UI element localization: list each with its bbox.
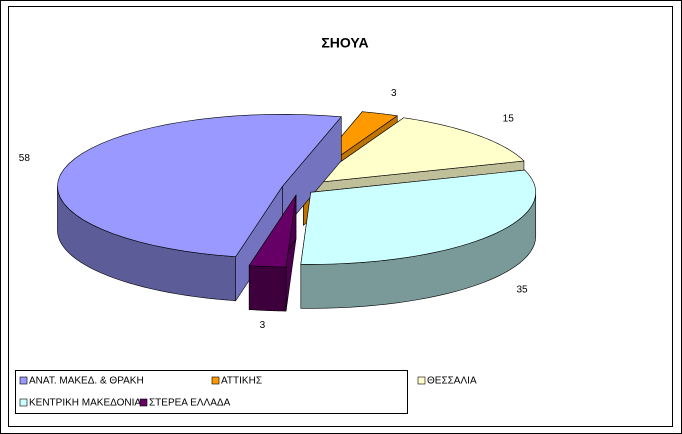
pie-slice: [308, 117, 525, 184]
legend-swatch: [139, 398, 148, 407]
legend-swatch: [417, 376, 426, 385]
legend-label: ΑΝΑΤ. ΜΑΚΕΔ. & ΘΡΑΚΗ: [29, 376, 144, 387]
data-label: 3: [260, 320, 266, 331]
legend-swatch: [211, 376, 220, 385]
legend-label: ΚΕΝΤΡΙΚΗ ΜΑΚΕΔΟΝΙΑ: [29, 398, 141, 409]
pie-slice: [57, 114, 342, 258]
pie-slice-side: [248, 265, 287, 312]
legend-label: ΘΕΣΣΑΛΙΑ: [427, 376, 477, 387]
data-label: 15: [503, 113, 515, 124]
chart-title: ΣΗΟΥΑ: [321, 35, 368, 51]
data-label: 35: [516, 284, 528, 295]
legend-swatch: [19, 398, 28, 407]
legend: [15, 370, 408, 414]
legend-label: ΑΤΤΙΚΗΣ: [221, 376, 262, 387]
pie-slice: [300, 169, 536, 265]
pie: 3 15 58 35 3: [19, 88, 537, 331]
legend-swatch: [19, 376, 28, 385]
data-label: 58: [19, 153, 31, 164]
data-label: 3: [391, 88, 397, 99]
legend-label: ΣΤΕΡΕΑ ΕΛΛΑΔΑ: [149, 398, 231, 409]
pie-slice: [248, 194, 297, 268]
